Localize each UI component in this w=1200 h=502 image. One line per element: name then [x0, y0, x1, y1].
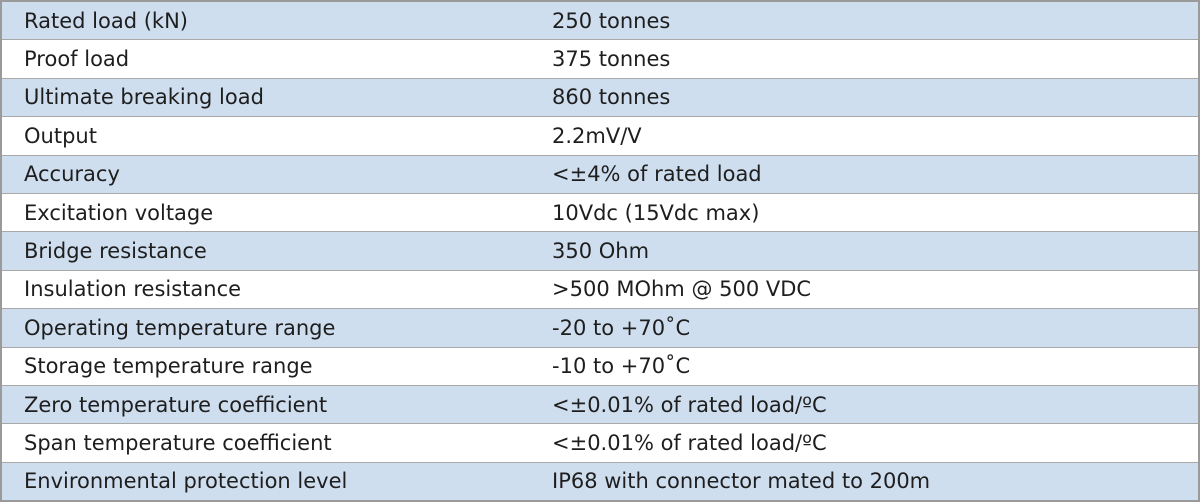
table-row: Excitation voltage 10Vdc (15Vdc max) [2, 192, 1198, 231]
spec-label: Operating temperature range [24, 315, 336, 340]
spec-value: <±0.01% of rated load/ºC [552, 430, 827, 455]
table-row: Span temperature coefficient <±0.01% of r… [2, 423, 1198, 461]
spec-label: Ultimate breaking load [24, 85, 264, 110]
spec-label: Rated load (kN) [24, 8, 188, 33]
spec-value: IP68 with connector mated to 200m [552, 469, 931, 494]
table-row: Rated load (kN) 250 tonnes [2, 2, 1198, 40]
spec-value: >500 MOhm @ 500 VDC [552, 277, 812, 302]
table-row: Insulation resistance >500 MOhm @ 500 VDC [2, 269, 1198, 308]
spec-value: 350 Ohm [552, 239, 650, 264]
spec-value: 10Vdc (15Vdc max) [552, 200, 760, 225]
spec-label: Insulation resistance [24, 277, 242, 302]
spec-value: 250 tonnes [552, 8, 671, 33]
table-row: Operating temperature range -20 to +70˚C [2, 308, 1198, 347]
table-row: Environmental protection level IP68 with … [2, 461, 1198, 501]
table-row: Storage temperature range -10 to +70˚C [2, 346, 1198, 385]
spec-label: Zero temperature coefficient [24, 392, 328, 417]
spec-value: -10 to +70˚C [552, 354, 691, 379]
spec-label: Excitation voltage [24, 200, 214, 225]
table-row: Ultimate breaking load 860 tonnes [2, 77, 1198, 117]
spec-value: 2.2mV/V [552, 123, 642, 148]
spec-label: Bridge resistance [24, 239, 207, 264]
spec-value: -20 to +70˚C [552, 315, 691, 340]
spec-label: Output [24, 123, 97, 148]
table-row: Zero temperature coefficient <±0.01% of r… [2, 384, 1198, 424]
table-row: Bridge resistance 350 Ohm [2, 231, 1198, 270]
spec-value: <±4% of rated load [552, 162, 762, 187]
spec-value: <±0.01% of rated load/ºC [552, 392, 827, 417]
spec-label: Span temperature coefficient [24, 430, 332, 455]
spec-label: Environmental protection level [24, 469, 348, 494]
spec-value: 860 tonnes [552, 85, 671, 110]
table-row: Proof load 375 tonnes [2, 39, 1198, 77]
spec-label: Accuracy [24, 162, 120, 187]
table-row: Accuracy <±4% of rated load [2, 154, 1198, 193]
spec-label: Storage temperature range [24, 354, 313, 379]
table-row: Output 2.2mV/V [2, 116, 1198, 154]
spec-value: 375 tonnes [552, 47, 671, 72]
spec-label: Proof load [24, 47, 130, 72]
